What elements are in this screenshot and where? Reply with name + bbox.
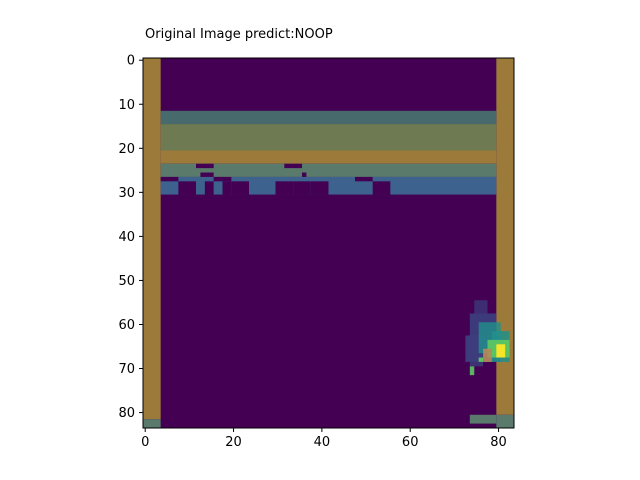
saliency-cell xyxy=(474,300,488,314)
y-tick-label: 60 xyxy=(118,318,135,333)
right-wall-bottom xyxy=(496,414,514,428)
brick-gap-13 xyxy=(372,181,391,195)
brick-gap-6 xyxy=(178,181,196,195)
saliency-cell xyxy=(478,357,484,362)
brick-gap-9 xyxy=(231,181,249,195)
x-tick-label: 60 xyxy=(402,435,419,450)
y-tick-label: 40 xyxy=(118,230,135,245)
y-tick-label: 30 xyxy=(118,186,135,201)
brick-gap-2 xyxy=(284,163,302,169)
y-tick-label: 80 xyxy=(118,406,135,421)
brick-gap-3 xyxy=(160,176,179,182)
brick-row-1 xyxy=(160,110,497,125)
brick-row-4 xyxy=(160,163,497,177)
x-axis: 0 20 40 60 80 xyxy=(141,428,507,450)
brick-gap-1 xyxy=(196,163,214,169)
brick-gap-7 xyxy=(204,181,214,195)
x-tick-label: 20 xyxy=(225,435,242,450)
y-tick-label: 50 xyxy=(118,274,135,289)
x-tick-label: 80 xyxy=(490,435,507,450)
brick-row-2 xyxy=(160,124,497,151)
saliency-cell xyxy=(483,348,492,362)
y-axis: 0 10 20 30 40 50 60 70 80 xyxy=(118,54,143,421)
y-tick-label: 0 xyxy=(127,54,135,69)
brick-gap-12 xyxy=(310,181,329,195)
axes-frame xyxy=(142,57,515,429)
brick-gap-5 xyxy=(355,176,373,182)
brick-gap-11 xyxy=(293,181,311,195)
brick-gap-10 xyxy=(275,181,294,195)
x-tick-label: 0 xyxy=(141,435,149,450)
brick-gap-14 xyxy=(200,172,214,177)
saliency-cell xyxy=(496,344,506,358)
saliency-cell xyxy=(469,361,484,367)
left-wall xyxy=(143,58,161,420)
brick-gap-4 xyxy=(213,176,232,182)
y-tick-label: 70 xyxy=(118,362,135,377)
left-wall-bottom xyxy=(143,419,161,428)
chart-title: Original Image predict:NOOP xyxy=(145,27,333,42)
x-tick-label: 40 xyxy=(314,435,331,450)
brick-gap-15 xyxy=(302,172,307,177)
brick-gap-8 xyxy=(222,181,232,195)
saliency-cell xyxy=(469,366,475,376)
paddle xyxy=(469,414,497,424)
brick-row-3 xyxy=(160,150,497,164)
y-tick-label: 20 xyxy=(118,142,135,157)
heatmap-image xyxy=(143,58,514,428)
y-tick-label: 10 xyxy=(118,98,135,113)
